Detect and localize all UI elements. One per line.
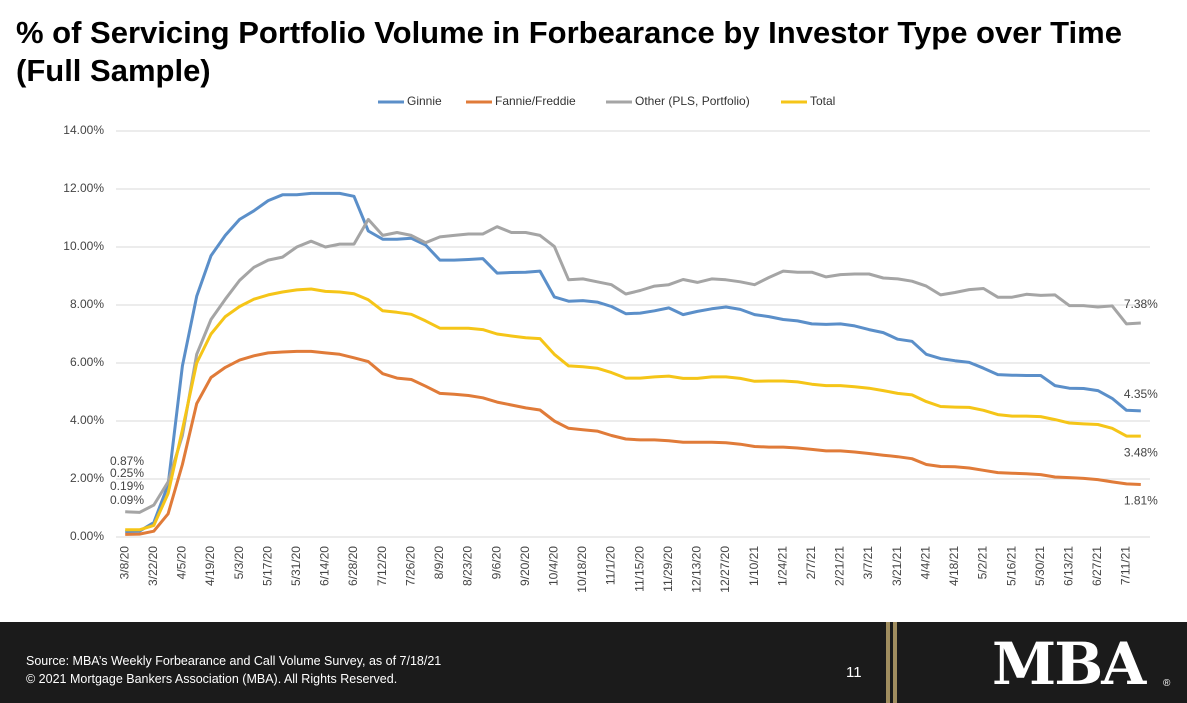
series-line — [125, 287, 1141, 532]
x-tick-label: 4/18/21 — [947, 546, 961, 586]
legend-label: Fannie/Freddie — [495, 94, 576, 108]
data-label: 0.25% — [110, 466, 144, 480]
data-label: 0.19% — [110, 479, 144, 493]
x-tick-label: 6/28/20 — [346, 546, 360, 586]
x-tick-label: 3/8/20 — [117, 546, 131, 580]
footer: Source: MBA’s Weekly Forbearance and Cal… — [0, 622, 1187, 703]
legend-label: Ginnie — [407, 94, 442, 108]
x-tick-label: 4/19/20 — [203, 546, 217, 586]
x-tick-label: 11/29/20 — [661, 546, 675, 592]
chart: 0.00% 2.00% 4.00% 6.00% 8.00% 10.00% 12.00% 14.… — [63, 94, 1158, 593]
x-tick-label: 9/20/20 — [518, 546, 532, 586]
y-tick-label: 12.00% — [63, 181, 104, 195]
x-tick-label: 10/4/20 — [546, 546, 560, 586]
x-tick-label: 6/27/21 — [1090, 546, 1104, 586]
x-tick-label: 7/12/20 — [375, 546, 389, 586]
y-tick-label: 14.00% — [63, 123, 104, 137]
data-label: 0.09% — [110, 493, 144, 507]
legend-label: Other (PLS, Portfolio) — [635, 94, 750, 108]
x-tick-label: 5/2/21 — [976, 546, 990, 580]
data-label: 4.35% — [1124, 387, 1158, 401]
x-tick-label: 1/10/21 — [747, 546, 761, 586]
divider — [886, 622, 890, 703]
y-tick-label: 4.00% — [70, 413, 104, 427]
x-tick-label: 5/31/20 — [289, 546, 303, 586]
data-label: 0.87% — [110, 454, 144, 468]
x-tick-label: 11/15/20 — [632, 546, 646, 592]
chart-title: % of Servicing Portfolio Volume in Forbe… — [16, 15, 1122, 88]
series-line — [125, 217, 1141, 514]
data-label: 7.38% — [1124, 297, 1158, 311]
y-tick-label: 0.00% — [70, 529, 104, 543]
series-line — [125, 191, 1141, 533]
x-tick-label: 7/11/21 — [1119, 546, 1133, 585]
x-tick-label: 3/7/21 — [861, 546, 875, 580]
x-tick-label: 6/13/21 — [1061, 546, 1075, 586]
x-tick-label: 8/9/20 — [432, 546, 446, 580]
y-tick-label: 2.00% — [70, 471, 104, 485]
source-note: Source: MBA’s Weekly Forbearance and Cal… — [26, 654, 442, 668]
x-tick-label: 9/6/20 — [489, 546, 503, 580]
page-number: 11 — [846, 664, 862, 681]
x-tick-label: 4/4/21 — [918, 546, 932, 580]
x-tick-label: 12/13/20 — [690, 546, 704, 593]
legend-label: Total — [810, 94, 835, 108]
x-tick-label: 11/1/20 — [604, 546, 618, 585]
y-tick-label: 10.00% — [63, 239, 104, 253]
y-tick-label: 6.00% — [70, 355, 104, 369]
data-label: 3.48% — [1124, 445, 1158, 459]
y-tick-label: 8.00% — [70, 297, 104, 311]
x-tick-label: 2/21/21 — [833, 546, 847, 586]
data-label: 1.81% — [1124, 494, 1158, 508]
x-tick-label: 6/14/20 — [318, 546, 332, 586]
x-tick-label: 5/17/20 — [260, 546, 274, 586]
x-tick-label: 5/30/21 — [1033, 546, 1047, 586]
x-tick-label: 5/3/20 — [232, 546, 246, 580]
x-tick-label: 10/18/20 — [575, 546, 589, 593]
registered-mark: ® — [1163, 678, 1171, 689]
series-line — [125, 349, 1141, 536]
x-tick-label: 1/24/21 — [775, 546, 789, 586]
x-tick-label: 2/7/21 — [804, 546, 818, 580]
copyright: © 2021 Mortgage Bankers Association (MBA… — [26, 672, 398, 686]
x-tick-label: 3/21/21 — [890, 546, 904, 586]
logo: MBA — [992, 630, 1146, 698]
x-tick-label: 3/22/20 — [146, 546, 160, 586]
x-tick-label: 7/26/20 — [403, 546, 417, 586]
x-tick-label: 4/5/20 — [175, 546, 189, 580]
x-tick-label: 8/23/20 — [461, 546, 475, 586]
x-tick-label: 5/16/21 — [1004, 546, 1018, 586]
x-tick-label: 12/27/20 — [718, 546, 732, 593]
divider — [893, 622, 897, 703]
